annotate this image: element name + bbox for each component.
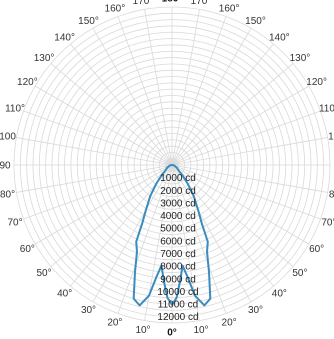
angle-label: 170°: [133, 0, 154, 7]
grid-spoke: [34, 85, 173, 166]
angle-label: 150°: [78, 16, 99, 27]
angle-label: 160°: [105, 4, 126, 15]
angle-label: 20°: [222, 317, 237, 328]
angle-label: 130°: [290, 53, 311, 64]
angle-label: 140°: [54, 33, 75, 44]
angle-label: 180°: [162, 0, 183, 5]
angle-label: 80°: [329, 190, 334, 201]
angle-label: 160°: [219, 4, 240, 15]
angle-label: 40°: [272, 288, 287, 299]
grid-spoke: [171, 164, 321, 220]
grid-spoke: [34, 164, 173, 245]
radial-tick-label: 8000 cd: [160, 262, 196, 273]
angle-label: 130°: [34, 53, 55, 64]
angle-label: 80°: [0, 190, 15, 201]
grid-spoke: [171, 85, 310, 166]
radial-tick-label: 1000 cd: [160, 173, 196, 184]
angle-label: 10°: [135, 325, 150, 336]
grid-spoke: [144, 9, 173, 166]
grid-spokes: [14, 7, 330, 323]
angle-label: 100: [328, 132, 334, 143]
grid-spoke: [70, 43, 173, 166]
grid-spoke: [171, 110, 321, 166]
radial-tick-label: 12000 cd: [157, 312, 198, 323]
grid-spoke: [171, 164, 294, 267]
angle-label: 30°: [81, 305, 96, 316]
grid-spoke: [16, 164, 173, 193]
angle-label: 110°: [319, 103, 334, 114]
angle-label: 70°: [8, 218, 23, 229]
angle-label: 90: [0, 161, 11, 172]
grid-spoke: [171, 164, 328, 193]
angle-label: 50°: [292, 268, 307, 279]
angle-label: 30°: [248, 305, 263, 316]
angle-label: 0°: [167, 328, 177, 339]
angle-label: 10°: [193, 325, 208, 336]
radial-tick-label: 4000 cd: [160, 211, 196, 222]
grid-spoke: [50, 164, 173, 267]
angle-label: 120°: [17, 77, 38, 88]
grid-spoke: [23, 164, 173, 220]
radial-tick-label: 3000 cd: [160, 198, 196, 209]
angle-label: 70°: [321, 218, 334, 229]
angle-label: 40°: [57, 288, 72, 299]
grid-spoke: [171, 16, 227, 166]
grid-spoke: [171, 43, 274, 166]
grid-spoke: [171, 27, 252, 166]
angle-label: 20°: [107, 317, 122, 328]
radial-tick-label: 10000 cd: [157, 287, 198, 298]
angle-label: 120°: [306, 77, 327, 88]
grid-spoke: [92, 164, 173, 303]
grid-spoke: [171, 63, 294, 166]
angle-label: 100: [0, 132, 16, 143]
angle-label: 60°: [309, 244, 324, 255]
grid-spoke: [16, 137, 173, 166]
grid-spoke: [171, 164, 227, 314]
angle-label: 110°: [5, 103, 25, 114]
series-layer: [132, 164, 212, 307]
grid-spoke: [50, 63, 173, 166]
grid-spoke: [171, 164, 310, 245]
angle-label: 140°: [269, 33, 290, 44]
angle-label: 60°: [20, 244, 35, 255]
angle-label: 150°: [245, 16, 266, 27]
radial-tick-label: 7000 cd: [160, 249, 196, 260]
angle-label: 170°: [191, 0, 212, 7]
intensity-curve: [132, 164, 212, 307]
grid-spoke: [171, 164, 252, 303]
radial-tick-label: 5000 cd: [160, 224, 196, 235]
radial-tick-label: 9000 cd: [160, 274, 196, 285]
radial-tick-label: 2000 cd: [160, 186, 196, 197]
grid-spoke: [171, 137, 328, 166]
grid-spoke: [117, 16, 173, 166]
grid-spoke: [171, 9, 200, 166]
grid-spoke: [23, 110, 173, 166]
grid-spoke: [117, 164, 173, 314]
radial-tick-label: 6000 cd: [160, 236, 196, 247]
radial-tick-label: 11000 cd: [158, 300, 198, 311]
grid-spoke: [92, 27, 173, 166]
angle-label: 50°: [37, 268, 52, 279]
